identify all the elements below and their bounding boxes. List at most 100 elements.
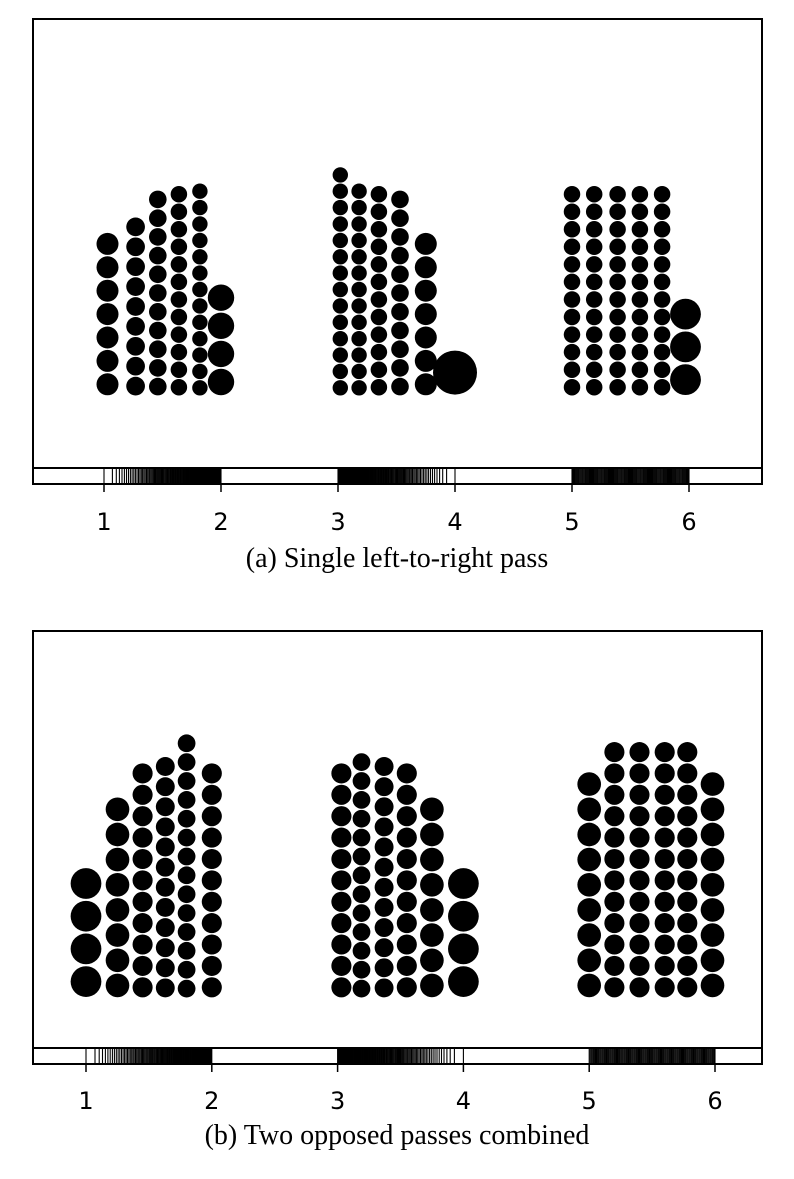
dot	[155, 958, 175, 978]
dot	[631, 185, 649, 203]
dot-group-3	[563, 185, 701, 396]
dot	[332, 298, 348, 314]
tick-label: 5	[582, 1087, 597, 1115]
dot	[351, 363, 367, 380]
dot	[563, 273, 581, 291]
dot	[609, 308, 626, 326]
dot	[132, 891, 153, 912]
dot	[155, 777, 175, 797]
dot	[332, 314, 348, 330]
dot	[677, 806, 698, 827]
dot	[105, 847, 130, 872]
dot	[609, 273, 626, 291]
dot	[604, 934, 625, 955]
dot	[448, 966, 479, 997]
dot	[420, 822, 444, 847]
dot	[414, 326, 437, 349]
dot	[132, 763, 153, 784]
dot	[604, 806, 625, 827]
dot	[631, 256, 649, 273]
dot	[396, 784, 417, 805]
dot	[192, 331, 208, 347]
dot	[96, 256, 119, 279]
dot	[351, 347, 367, 363]
dot	[396, 763, 417, 784]
rug-segment-2	[337, 1048, 464, 1064]
dot	[201, 977, 222, 998]
dot	[609, 221, 626, 238]
dot	[352, 791, 371, 809]
dot	[201, 870, 222, 891]
dot	[629, 742, 650, 763]
dot	[126, 257, 145, 277]
dot	[201, 763, 222, 784]
caption-b: (b) Two opposed passes combined	[204, 1120, 590, 1151]
dot	[604, 848, 625, 870]
dot	[374, 978, 394, 998]
dot	[653, 361, 671, 378]
dot	[351, 331, 367, 347]
dot	[155, 757, 175, 776]
dot	[132, 806, 153, 827]
dot	[352, 866, 371, 885]
dot	[609, 185, 626, 203]
dot	[201, 827, 222, 848]
tick-label: 2	[204, 1087, 219, 1115]
dot	[177, 772, 196, 790]
dot	[700, 772, 725, 796]
dot	[132, 934, 153, 955]
dot	[192, 265, 208, 281]
dot	[201, 848, 222, 870]
dot	[70, 868, 102, 899]
dot	[629, 806, 650, 827]
dot	[207, 284, 235, 311]
dot	[396, 806, 417, 827]
dot	[420, 847, 444, 872]
dot	[192, 249, 208, 265]
dot	[170, 308, 188, 326]
dot	[631, 308, 649, 326]
dot	[654, 742, 675, 763]
dot	[374, 817, 394, 837]
dot	[653, 185, 671, 203]
dot	[352, 809, 371, 828]
dot	[207, 312, 235, 339]
dot	[700, 822, 725, 847]
dot	[420, 898, 444, 922]
dot	[391, 190, 409, 209]
dot	[604, 742, 625, 763]
dot	[631, 273, 649, 291]
dot	[370, 308, 388, 326]
dot	[563, 361, 581, 378]
dot	[331, 870, 352, 891]
dot	[96, 349, 119, 372]
dot	[677, 891, 698, 912]
dot	[149, 190, 167, 209]
dot	[105, 973, 130, 998]
dot	[677, 934, 698, 955]
dot	[352, 941, 371, 960]
dot	[96, 326, 119, 349]
panel-b: 1 2 3 4 5 6 (b) Two opposed passes combined	[0, 612, 794, 1179]
dot	[370, 326, 388, 343]
dot	[677, 848, 698, 870]
dot	[448, 933, 479, 965]
rug-segment-3	[588, 1048, 716, 1064]
dot	[563, 238, 581, 256]
dot	[563, 343, 581, 361]
dot	[331, 827, 352, 848]
dot	[654, 827, 675, 848]
dot	[332, 265, 348, 281]
dot	[420, 948, 444, 973]
dot	[604, 891, 625, 912]
dot	[201, 891, 222, 912]
dot	[585, 378, 603, 396]
tick-label: 5	[564, 508, 579, 536]
dot	[352, 828, 371, 847]
dot	[653, 378, 671, 396]
dot	[177, 791, 196, 809]
dot	[609, 203, 626, 220]
dot	[177, 809, 196, 828]
dot	[177, 960, 196, 979]
dot	[396, 955, 417, 976]
